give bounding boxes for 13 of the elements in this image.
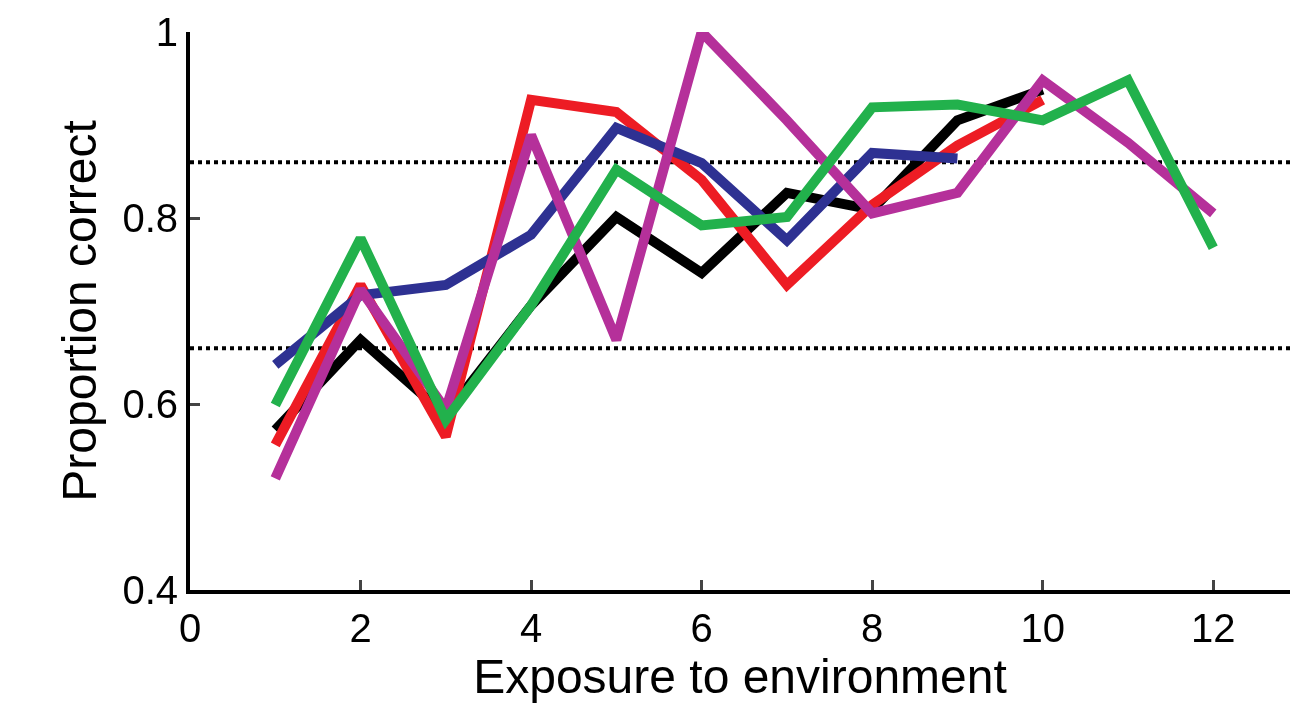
x-tick-label: 12	[1191, 606, 1236, 650]
y-tick-label: 0.4	[122, 568, 178, 612]
y-tick-label: 0.8	[122, 196, 178, 240]
x-tick-label: 0	[178, 606, 202, 650]
x-tick-label: 2	[349, 606, 372, 650]
y-tick-label: 0.6	[122, 382, 178, 426]
x-tick-label: 4	[519, 606, 543, 650]
x-tick-label: 8	[861, 606, 884, 650]
x-tick-label: 6	[690, 606, 713, 650]
x-tick-label: 10	[1020, 606, 1065, 650]
y-axis-title: Proportion correct	[52, 120, 106, 502]
x-axis-title: Exposure to environment	[473, 650, 1007, 703]
y-tick-label: 1	[155, 10, 178, 54]
